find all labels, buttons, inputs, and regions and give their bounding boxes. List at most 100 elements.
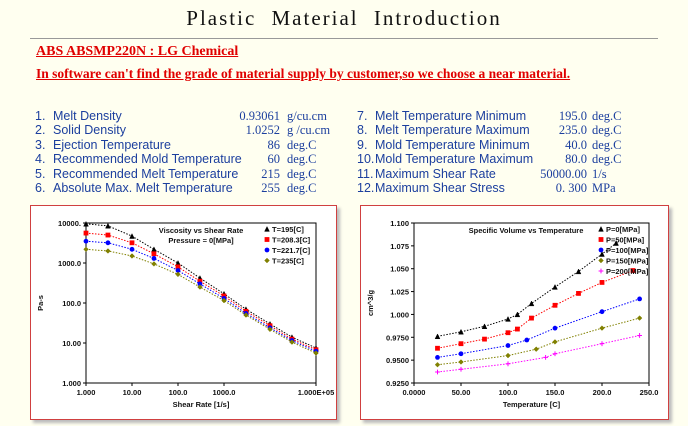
marker bbox=[482, 336, 487, 342]
property-value: 40.0 bbox=[565, 137, 587, 152]
marker bbox=[552, 302, 558, 308]
x-tick-label: 1000.0 bbox=[213, 388, 236, 397]
marker bbox=[435, 355, 440, 360]
property-row: 9. Mold Temperature Minimum 40.0 deg.C bbox=[357, 138, 657, 152]
x-tick-label: 10.00 bbox=[123, 388, 142, 397]
marker bbox=[458, 359, 464, 365]
property-name: Melt Density bbox=[53, 109, 122, 123]
marker bbox=[129, 233, 135, 239]
property-row: 6. Absolute Max. Melt Temperature 255 deg.C bbox=[35, 181, 335, 195]
property-row: 4. Recommended Mold Temperature 60 deg.C bbox=[35, 152, 335, 166]
marker bbox=[151, 251, 157, 257]
marker bbox=[289, 339, 295, 345]
property-name: Maximum Shear Stress bbox=[375, 181, 505, 195]
legend-label: P=0[MPa] bbox=[606, 225, 640, 234]
y-axis-label: cm^3/g bbox=[366, 290, 375, 316]
marker bbox=[575, 268, 582, 275]
property-value: 1.0252 bbox=[245, 123, 280, 138]
legend-label: T=208.3[C] bbox=[272, 236, 311, 245]
y-tick-label: 10.00 bbox=[62, 339, 81, 348]
y-tick-label: 1.000 bbox=[62, 379, 81, 388]
property-value: 235.0 bbox=[558, 123, 587, 138]
chart-box: 0.0000 50.00 100.0 150.0 200.0 250.0 0.9250 0.9… bbox=[360, 205, 669, 420]
property-name: Maximum Shear Rate bbox=[375, 166, 496, 181]
marker bbox=[264, 226, 270, 232]
x-tick-label: 1.000E+05 bbox=[298, 388, 335, 397]
marker bbox=[197, 284, 203, 290]
legend-label: P=200[MPa] bbox=[606, 267, 649, 276]
series-line bbox=[437, 334, 640, 373]
property-number: 7. bbox=[357, 109, 368, 123]
property-number: 12. bbox=[357, 181, 375, 195]
x-axis-label: Shear Rate [1/s] bbox=[173, 400, 230, 409]
marker bbox=[505, 343, 511, 348]
x-tick-label: 50.00 bbox=[452, 388, 471, 397]
marker bbox=[524, 337, 530, 343]
property-name: Recommended Melt Temperature bbox=[53, 166, 239, 181]
property-number: 11. bbox=[357, 166, 374, 181]
marker bbox=[576, 291, 581, 296]
marker bbox=[129, 246, 135, 252]
marker bbox=[129, 240, 135, 246]
property-row: 11. Maximum Shear Rate 50000.00 1/s bbox=[357, 167, 657, 181]
marker bbox=[83, 238, 89, 244]
property-unit: deg.C bbox=[287, 181, 317, 195]
property-unit: deg.C bbox=[592, 137, 622, 152]
marker bbox=[435, 369, 440, 375]
marker bbox=[151, 256, 157, 261]
property-name: Ejection Temperature bbox=[53, 137, 171, 152]
marker bbox=[129, 253, 135, 259]
property-unit: deg.C bbox=[287, 166, 317, 181]
x-tick-label: 250.0 bbox=[640, 388, 659, 397]
property-number: 9. bbox=[357, 137, 368, 152]
marker bbox=[543, 355, 548, 360]
property-value: 195.0 bbox=[558, 109, 587, 123]
property-number: 2. bbox=[35, 123, 46, 138]
series-line bbox=[437, 270, 634, 349]
property-row: 10. Mold Temperature Maximum 80.0 deg.C bbox=[357, 152, 657, 166]
chart-box: 1.000 10.00 100.0 1000.0 1.000E+05 1.000 10.00… bbox=[30, 205, 337, 420]
legend-label: P=100[MPa] bbox=[606, 246, 649, 255]
slide-title: Plastic Material Introduction bbox=[186, 6, 502, 30]
x-tick-label: 100.0 bbox=[169, 388, 188, 397]
y-tick-label: 0.9250 bbox=[386, 379, 409, 388]
marker bbox=[552, 325, 558, 331]
y-tick-label: 10000. bbox=[58, 219, 81, 228]
property-row: 7. Melt Temperature Minimum 195.0 deg.C bbox=[357, 109, 657, 123]
legend-label: P=50[MPa] bbox=[606, 236, 645, 245]
legend-label: T=235[C] bbox=[272, 257, 304, 266]
marker bbox=[105, 240, 111, 246]
marker bbox=[458, 328, 464, 335]
title-rule bbox=[30, 38, 658, 39]
property-name: Solid Density bbox=[53, 123, 126, 138]
y-axis-label: Pa-s bbox=[36, 295, 45, 311]
property-row: 8. Melt Temperature Maximum 235.0 deg.C bbox=[357, 123, 657, 137]
marker bbox=[637, 296, 642, 302]
marker bbox=[515, 326, 520, 332]
property-row: 1. Melt Density 0.93061 g/cu.cm bbox=[35, 109, 335, 123]
marker bbox=[264, 237, 270, 242]
property-name: Melt Temperature Maximum bbox=[375, 123, 530, 138]
marker bbox=[552, 339, 558, 345]
x-tick-label: 0.0000 bbox=[403, 388, 426, 397]
marker bbox=[105, 248, 111, 254]
x-tick-label: 150.0 bbox=[546, 388, 565, 397]
marker bbox=[151, 246, 157, 252]
marker bbox=[175, 271, 181, 278]
legend-label: T=221.7[C] bbox=[272, 246, 311, 255]
y-tick-label: 0.9500 bbox=[386, 356, 409, 365]
marker bbox=[458, 341, 464, 347]
marker bbox=[528, 300, 535, 307]
property-name: Melt Temperature Minimum bbox=[375, 109, 527, 123]
material-note: In software can't find the grade of mate… bbox=[36, 66, 571, 81]
marker bbox=[599, 251, 605, 257]
marker bbox=[598, 226, 604, 232]
marker bbox=[636, 315, 643, 321]
series-line bbox=[437, 242, 617, 337]
property-unit: deg.C bbox=[592, 109, 622, 123]
x-tick-label: 200.0 bbox=[593, 388, 612, 397]
marker bbox=[83, 220, 89, 227]
series-line bbox=[85, 223, 317, 349]
marker bbox=[83, 246, 89, 253]
